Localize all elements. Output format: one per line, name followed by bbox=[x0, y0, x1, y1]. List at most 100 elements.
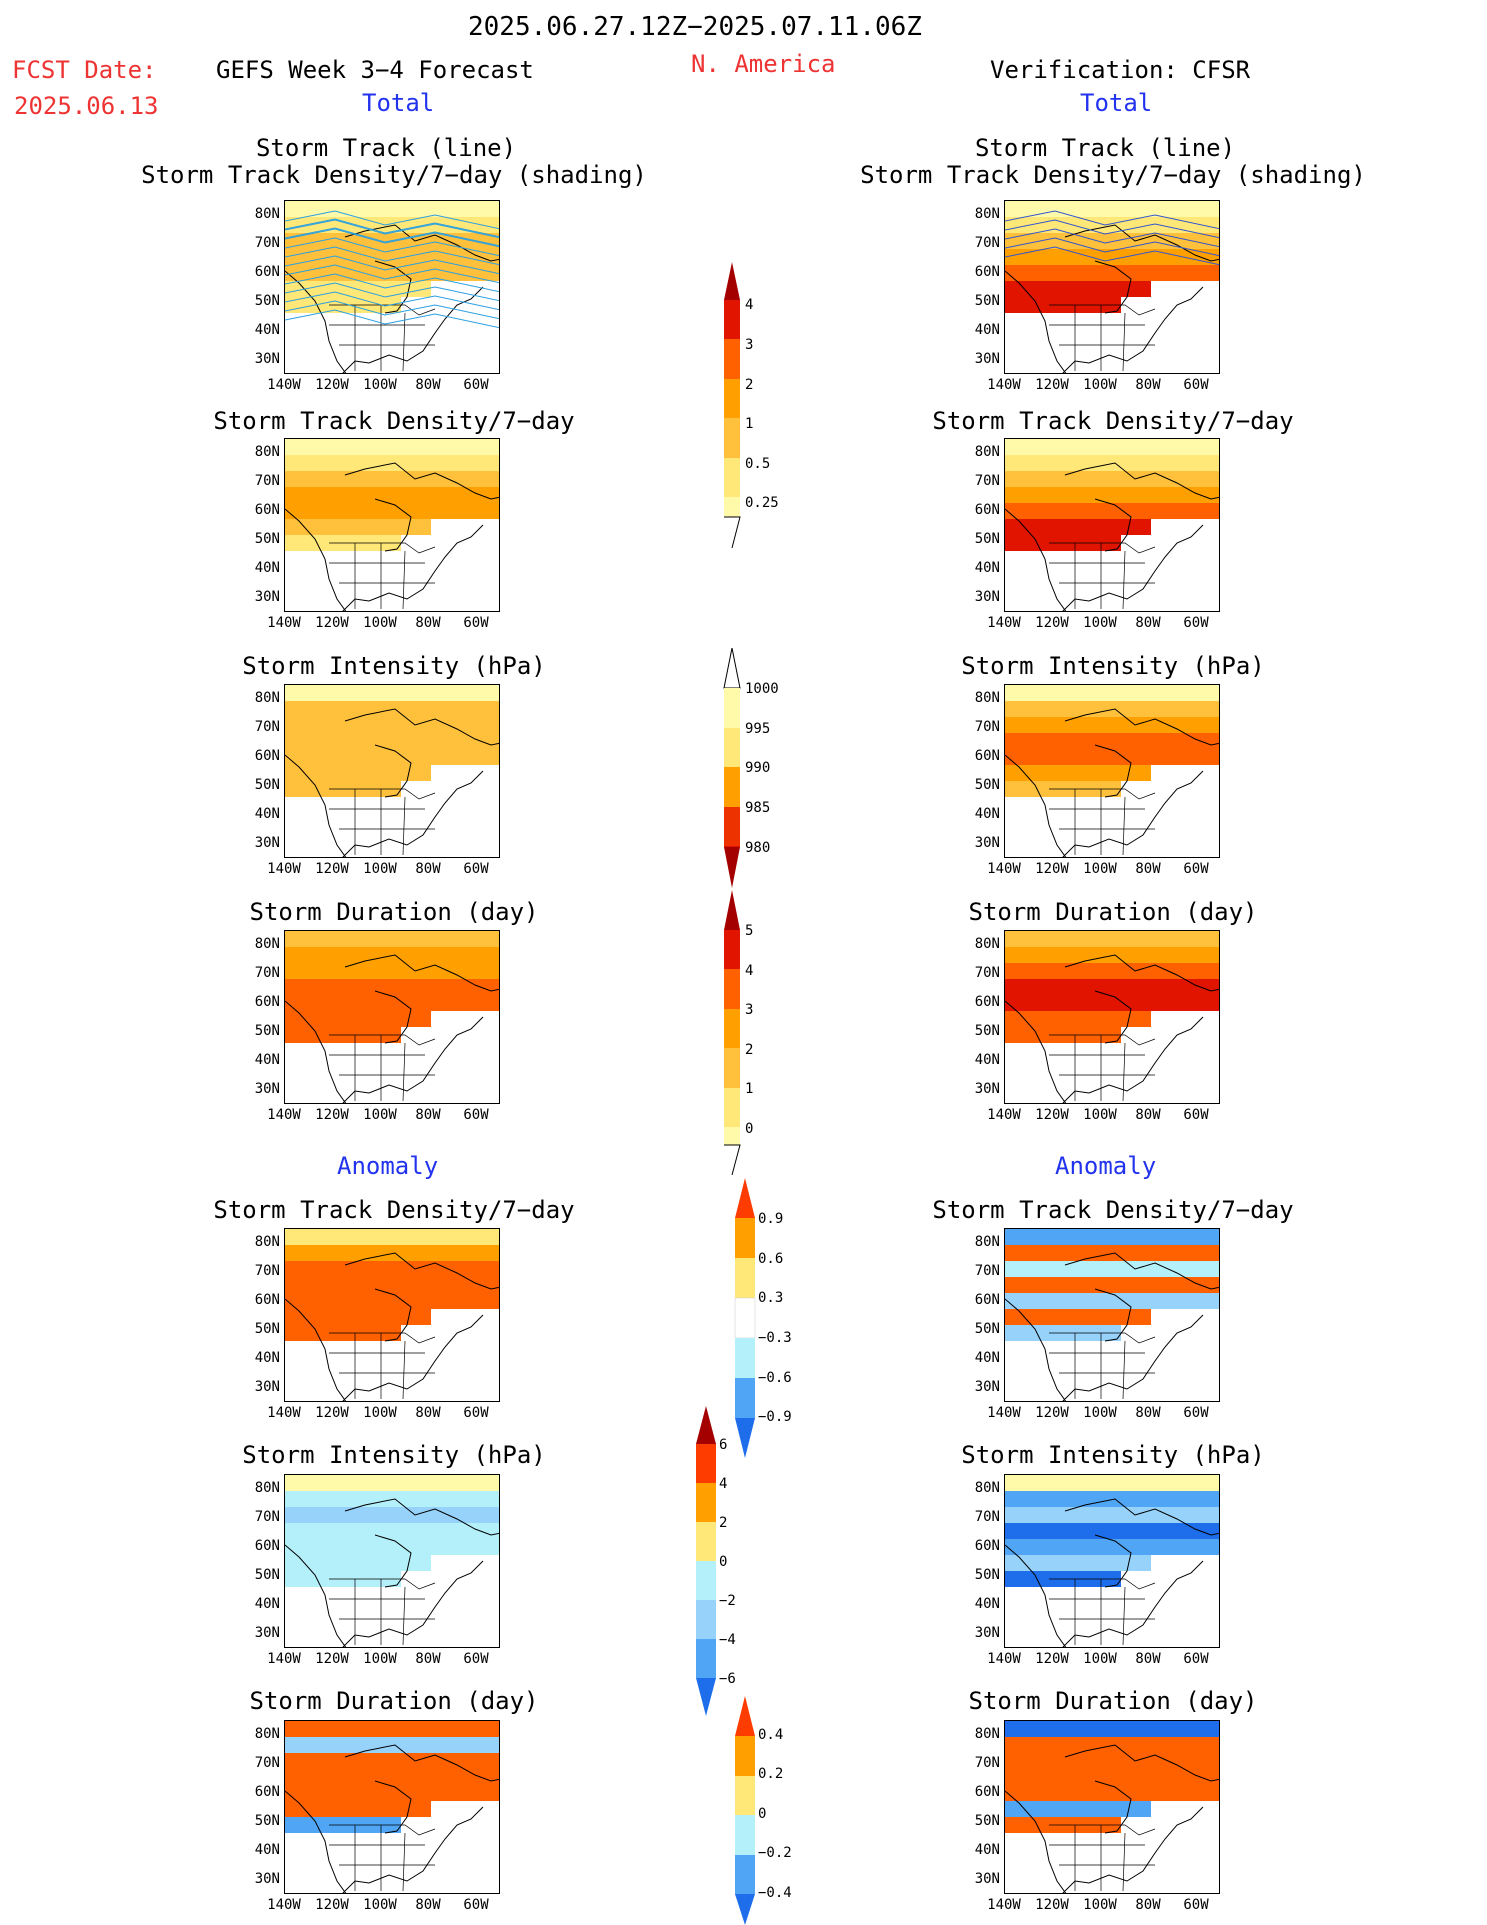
storm-track-line bbox=[1005, 246, 1219, 266]
storm-track-line bbox=[285, 210, 499, 230]
left-title: GEFS Week 3−4 Forecast bbox=[216, 56, 534, 84]
lon-label: 80W bbox=[1135, 861, 1161, 877]
lat-label: 30N bbox=[254, 1625, 280, 1641]
map-fc_duration_anom bbox=[284, 1720, 500, 1894]
lon-label: 140W bbox=[267, 1405, 301, 1421]
lon-label: 120W bbox=[315, 861, 349, 877]
cb-duration-total-4: 1 bbox=[745, 1081, 754, 1097]
cb-intensity-total-1: 995 bbox=[745, 721, 771, 737]
lat-label: 40N bbox=[254, 1052, 280, 1068]
cb-duration-anom-0: 0.4 bbox=[758, 1727, 784, 1743]
title-ob-density: Storm Track Density/7−day bbox=[932, 407, 1294, 435]
lon-label: 100W bbox=[1083, 1897, 1117, 1913]
lon-label: 80W bbox=[415, 1107, 441, 1123]
title-ob-duration: Storm Duration (day) bbox=[968, 898, 1258, 926]
lon-label: 80W bbox=[415, 615, 441, 631]
cell-fc_duration_anom-0 bbox=[285, 1721, 499, 1737]
map-fc_intensity_anom bbox=[284, 1474, 500, 1648]
cb-density-anom-2: 0.3 bbox=[758, 1290, 784, 1306]
lon-label: 60W bbox=[1183, 1107, 1209, 1123]
lon-label: 140W bbox=[267, 1107, 301, 1123]
lat-label: 80N bbox=[974, 206, 1000, 222]
region-title: N. America bbox=[691, 50, 836, 78]
cell-ob_intensity_anom-2 bbox=[1005, 1507, 1219, 1523]
lon-label: 140W bbox=[987, 1897, 1021, 1913]
cell-fc_density_anom-3 bbox=[285, 1277, 499, 1293]
lat-label: 30N bbox=[254, 835, 280, 851]
map-ob_intensity_anom bbox=[1004, 1474, 1220, 1648]
lon-label: 100W bbox=[1083, 861, 1117, 877]
lat-label: 70N bbox=[254, 719, 280, 735]
lat-label: 30N bbox=[974, 1081, 1000, 1097]
cb-intensity-anom-4: −2 bbox=[719, 1593, 736, 1609]
map-ob_density bbox=[1004, 438, 1220, 612]
title-ob-intensity: Storm Intensity (hPa) bbox=[961, 652, 1265, 680]
storm-track-line bbox=[285, 228, 499, 248]
lat-label: 60N bbox=[974, 994, 1000, 1010]
lat-label: 50N bbox=[974, 777, 1000, 793]
title-fc-density-anom: Storm Track Density/7−day bbox=[213, 1196, 575, 1224]
cell-fc_density-5 bbox=[285, 519, 431, 535]
lon-label: 80W bbox=[1135, 1405, 1161, 1421]
coastline bbox=[285, 224, 499, 373]
lat-label: 70N bbox=[254, 1755, 280, 1771]
cell-fc_density_anom-2 bbox=[285, 1261, 499, 1277]
cb-density-total-5: 0.25 bbox=[745, 495, 779, 511]
cb-duration-total-1: 4 bbox=[745, 963, 754, 979]
coastline bbox=[285, 1252, 499, 1401]
cell-fc_duration_anom-1 bbox=[285, 1737, 499, 1753]
lon-label: 100W bbox=[363, 861, 397, 877]
right-title: Verification: CFSR bbox=[990, 56, 1251, 84]
lat-label: 40N bbox=[254, 1842, 280, 1858]
lon-label: 60W bbox=[1183, 1651, 1209, 1667]
lat-label: 60N bbox=[254, 1784, 280, 1800]
lon-label: 100W bbox=[363, 1651, 397, 1667]
cell-ob_duration_anom-3 bbox=[1005, 1769, 1219, 1785]
coastline bbox=[1005, 224, 1219, 373]
total-right-label: Total bbox=[1080, 89, 1153, 117]
lat-label: 70N bbox=[974, 1509, 1000, 1525]
lat-label: 50N bbox=[974, 293, 1000, 309]
map-ob_density_anom bbox=[1004, 1228, 1220, 1402]
cb-density-anom-1: 0.6 bbox=[758, 1251, 784, 1267]
lon-label: 60W bbox=[1183, 1405, 1209, 1421]
lat-label: 70N bbox=[974, 719, 1000, 735]
lon-label: 80W bbox=[415, 1651, 441, 1667]
lat-label: 70N bbox=[974, 1755, 1000, 1771]
fcst-date-value: 2025.06.13 bbox=[14, 92, 159, 120]
cell-ob_duration-5 bbox=[1005, 1011, 1151, 1027]
title-fc-track-line: Storm Track (line) bbox=[255, 134, 517, 162]
storm-track-line bbox=[285, 264, 499, 284]
anomaly-right-label: Anomaly bbox=[1055, 1152, 1157, 1180]
lon-label: 60W bbox=[463, 1651, 489, 1667]
lon-label: 80W bbox=[415, 1405, 441, 1421]
cell-fc_density-2 bbox=[285, 471, 499, 487]
lon-label: 120W bbox=[1035, 861, 1069, 877]
lon-label: 140W bbox=[267, 1651, 301, 1667]
lon-label: 140W bbox=[267, 861, 301, 877]
cell-ob_duration_anom-1 bbox=[1005, 1737, 1219, 1753]
title-ob-intensity-anom: Storm Intensity (hPa) bbox=[961, 1441, 1265, 1469]
cell-ob_density-4 bbox=[1005, 503, 1219, 519]
coastline bbox=[285, 1744, 499, 1893]
lat-label: 50N bbox=[254, 1813, 280, 1829]
cell-fc_density_anom-1 bbox=[285, 1245, 499, 1261]
lat-label: 80N bbox=[974, 1726, 1000, 1742]
cell-fc_intensity_anom-3 bbox=[285, 1523, 499, 1539]
lat-label: 70N bbox=[254, 1509, 280, 1525]
coastline bbox=[1005, 954, 1219, 1103]
state-borders bbox=[329, 1034, 436, 1102]
cell-ob_density-2 bbox=[1005, 471, 1219, 487]
cb-duration-anom-2: 0 bbox=[758, 1806, 767, 1822]
storm-track-line bbox=[285, 300, 499, 320]
cell-ob_duration_anom-0 bbox=[1005, 1721, 1219, 1737]
map-fc_density bbox=[284, 438, 500, 612]
storm-track-line bbox=[285, 237, 499, 257]
lat-label: 60N bbox=[254, 1538, 280, 1554]
storm-track-line bbox=[285, 227, 499, 247]
cell-ob_duration-3 bbox=[1005, 979, 1219, 995]
cell-ob_duration-2 bbox=[1005, 963, 1219, 979]
lon-label: 60W bbox=[1183, 377, 1209, 393]
cell-fc_duration-5 bbox=[285, 1011, 431, 1027]
lat-label: 80N bbox=[974, 1234, 1000, 1250]
